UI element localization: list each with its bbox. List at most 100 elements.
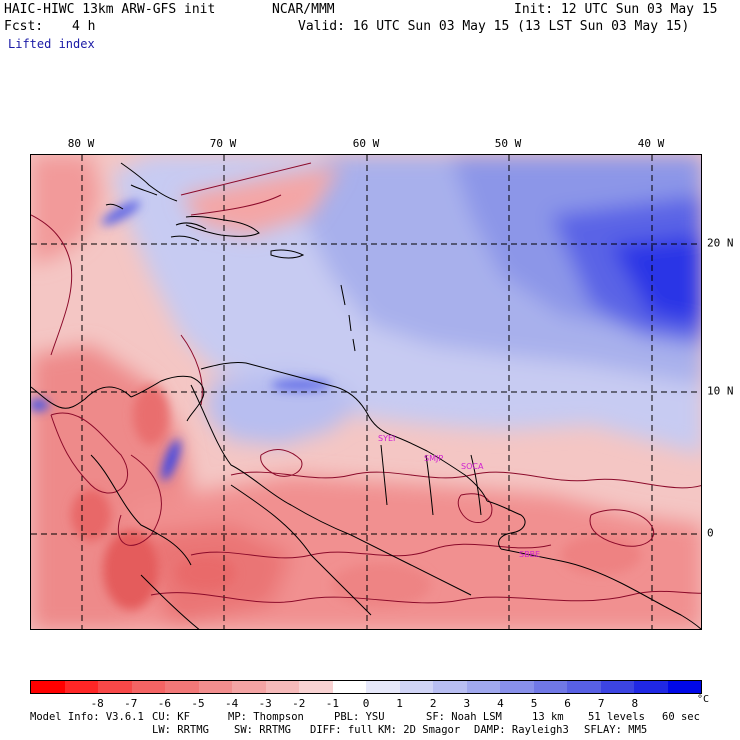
info-pbl: PBL: YSU [334,711,385,723]
colorbar-segment [667,681,701,693]
station-markers: SYEI SMJP SOCA SBBE [378,434,540,559]
lon-label-50w: 50 W [494,137,522,150]
coastlines [31,162,701,629]
colorbar-tick-label: -6 [157,697,172,710]
info-surface-layer: SFLAY: MM5 [584,724,648,736]
colorbar-segment [265,681,299,693]
colorbar-tick-label: -3 [258,697,272,710]
field-convective-spots [71,385,641,610]
colorbar-tick-label: 2 [429,697,437,710]
coast-cuba [120,162,178,202]
colorbar-tick-label: -7 [124,697,138,710]
colorbar-tick-label: 0 [362,697,370,710]
coast-puerto-rico [270,249,305,259]
colorbar-segment [31,681,65,693]
forecast-label: Fcst: [4,19,44,34]
lat-lon-grid [31,155,701,629]
colorbar-tick-label: -1 [325,697,340,710]
model-title: HAIC-HIWC 13km ARW-GFS init [4,2,216,17]
lat-label-10n: 10 N [707,384,734,398]
contour-closed-c [589,509,654,547]
colorbar-segment [399,681,433,693]
colorbar-segment [433,681,467,693]
forecast-hours: 4 h [72,19,96,34]
contour-colombia-b [117,454,162,546]
colorbar-tick-label: -8 [90,697,104,710]
coast-venezuela-guianas [200,362,488,502]
info-levels: 51 levels [588,711,645,723]
coast-central-america [31,375,205,422]
coast-brazil-north [500,548,701,629]
border-colombia-brazil [230,484,372,616]
field-blue-streaks [31,200,331,481]
info-cumulus: CU: KF [152,711,190,723]
colorbar-segment [165,681,199,693]
colorbar [30,680,702,694]
colorbar-tick-label: 1 [396,697,403,710]
contour-amazon-north [230,471,701,489]
info-model-version: Model Info: V3.6.1 [30,711,144,723]
contour-amazon-mid [190,543,552,559]
lon-label-80w: 80 W [67,137,95,150]
colorbar-segment [98,681,132,693]
info-surface: SF: Noah LSM [426,711,502,723]
info-timestep: 60 sec [662,711,700,723]
info-microphysics: MP: Thompson [228,711,304,723]
border-venezuela-brazil [350,534,472,596]
colorbar-tick-label: 6 [564,697,571,710]
station-label-soca: SOCA [461,462,484,471]
station-label-smjp: SMJP [424,454,443,463]
colorbar-tick-label: 7 [597,697,605,710]
contour-colombia-a [50,412,128,494]
info-diffusion: DIFF: full [310,724,374,736]
org-label: NCAR/MMM [272,2,335,17]
lifted-index-map: SYEI SMJP SOCA SBBE [30,154,702,630]
colorbar-tick-label: 4 [497,697,504,710]
colorbar-segment [131,681,165,693]
colorbar-segment [232,681,266,693]
border-venezuela-colombia [190,384,352,536]
border-guianas-a [470,454,482,516]
station-label-syei: SYEI [378,434,395,443]
colorbar-tick-label: 8 [631,697,639,710]
valid-time: Valid: 16 UTC Sun 03 May 15 (13 LST Sun … [298,19,690,34]
info-longwave: LW: RRTMG [152,724,209,736]
colorbar-tick-label: -5 [191,697,205,710]
border-colombia-ecuador [90,454,192,566]
contour-venezuela [180,334,203,406]
field-name: Lifted index [8,37,95,51]
info-damping: DAMP: Rayleigh3 [474,724,569,736]
colorbar-tick-label: -2 [292,697,306,710]
lat-label-0: 0 [707,526,714,540]
lon-label-70w: 70 W [209,137,237,150]
station-label-sbbe: SBBE [519,550,540,559]
colorbar-segment [600,681,634,693]
border-peru [140,574,200,629]
border-guianas-c [380,444,388,506]
coast-jamaica [170,222,207,242]
contour-cuba [180,162,312,216]
colorbar-tick-label: 3 [463,697,471,710]
colorbar-segment [567,681,601,693]
contour-closed-a [260,449,303,477]
lon-label-40w: 40 W [637,137,665,150]
coast-hispaniola [185,216,260,237]
colorbar-tick-label: 5 [530,697,538,710]
info-resolution: 13 km [532,711,564,723]
contour-lines [31,162,701,604]
colorbar-segment [466,681,500,693]
contour-amazon-south [150,590,701,604]
colorbar-segment [299,681,333,693]
info-km: KM: 2D Smagor [378,724,461,736]
colorbar-segment [332,681,366,693]
lon-label-60w: 60 W [352,137,380,150]
init-time: Init: 12 UTC Sun 03 May 15 [514,2,718,17]
colorbar-unit: °C [697,694,710,705]
colorbar-segment [634,681,668,693]
coast-cayman [105,203,124,210]
colorbar-segment [500,681,534,693]
border-guianas-b [425,454,434,516]
coast-lesser-antilles [340,284,356,352]
colorbar-segment [533,681,567,693]
colorbar-segment [198,681,232,693]
